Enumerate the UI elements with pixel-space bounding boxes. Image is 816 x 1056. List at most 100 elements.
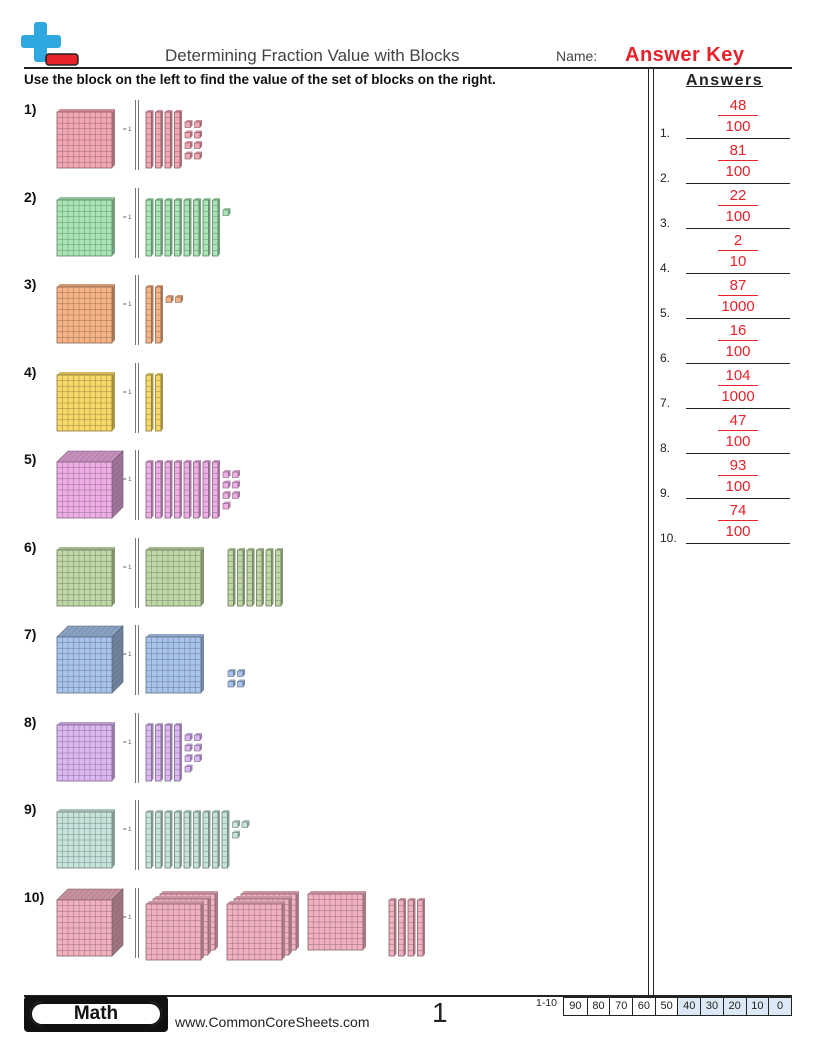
fraction-denominator: 10 [729, 253, 747, 270]
answer-number: 4. [660, 261, 671, 275]
question-divider [135, 187, 139, 258]
question-row: 8) = 1 [24, 712, 644, 800]
equals-one-label: = 1 [123, 564, 132, 571]
equals-one-label: = 1 [123, 302, 132, 308]
question-row: 10) = 1 [24, 887, 644, 975]
score-cell: 50 [654, 998, 678, 1015]
fraction-numerator: 104 [725, 367, 751, 384]
question-number: 8) [24, 713, 37, 730]
rod-block [164, 460, 173, 519]
unit-block [241, 820, 250, 828]
footer-divider [24, 995, 792, 997]
name-label: Name: [556, 48, 598, 64]
question-row: 6) = 1 [24, 537, 644, 625]
unit-block [237, 669, 245, 677]
unit-block [194, 120, 202, 128]
rod-block [174, 197, 182, 256]
blocks-figure [56, 371, 163, 431]
rod-block [183, 197, 192, 256]
unit-block [184, 743, 193, 751]
rod-block [174, 110, 182, 169]
answer-row: 6. 16 100 [658, 321, 792, 366]
reference-cube-block [56, 625, 124, 694]
rod-block [164, 197, 173, 256]
rod-block [174, 722, 182, 781]
question-row: 7) = 1 [24, 625, 644, 712]
question-number: 2) [24, 188, 37, 205]
fraction-bar [718, 205, 758, 207]
unit-block [184, 764, 193, 772]
fraction-numerator: 74 [729, 502, 747, 519]
unit-block [165, 295, 174, 303]
fraction-denominator: 100 [725, 118, 751, 135]
fraction-bar [718, 520, 758, 522]
question-divider [135, 537, 139, 608]
rod-block [202, 197, 211, 256]
rod-block [145, 810, 154, 869]
fraction-denominator: 100 [725, 478, 751, 495]
rod-block [145, 722, 154, 781]
question-number: 10) [24, 888, 45, 905]
score-cell: 80 [586, 998, 610, 1015]
answer-fraction: 22 100 [686, 186, 790, 229]
fraction-numerator: 2 [733, 232, 743, 249]
question-number: 9) [24, 801, 37, 817]
unit-block [227, 669, 236, 677]
logo-plus-minus-icon [21, 22, 79, 66]
fraction-numerator: 22 [729, 187, 747, 204]
rod-block [398, 897, 406, 956]
rod-block [265, 547, 274, 606]
unit-block [227, 679, 236, 688]
unit-block [184, 141, 193, 149]
rod-block [246, 547, 255, 606]
flat-block [226, 900, 285, 960]
unit-block [184, 130, 193, 139]
question-row: 2) = 1 [24, 187, 644, 275]
score-cell: 40 [677, 998, 701, 1015]
fraction-bar [718, 475, 758, 477]
reference-flat-block [56, 371, 115, 431]
answer-number: 8. [660, 441, 671, 455]
question-number: 7) [24, 626, 37, 642]
fraction-bar [718, 250, 758, 252]
equals-one-label: = 1 [123, 739, 132, 746]
answer-row: 3. 22 100 [658, 186, 792, 231]
rod-block [202, 810, 211, 869]
rod-block [155, 372, 163, 431]
answer-fraction: 87 1000 [686, 276, 790, 319]
fraction-numerator: 16 [729, 322, 747, 339]
score-range-label: 1-10 [536, 997, 558, 1009]
website-link[interactable]: www.CommonCoreSheets.com [175, 1014, 370, 1030]
math-badge: Math [26, 998, 166, 1030]
unit-block [184, 151, 193, 160]
equals-one-label: = 1 [123, 477, 132, 483]
unit-block [194, 141, 202, 149]
fraction-bar [718, 160, 758, 162]
rod-block [164, 722, 173, 781]
rod-block [145, 285, 154, 344]
rod-block [155, 460, 163, 519]
score-cell: 20 [722, 998, 746, 1015]
rod-block [145, 460, 154, 519]
rod-block [145, 110, 154, 169]
unit-block [194, 753, 202, 762]
rod-block [155, 722, 163, 781]
question-row: 9) = 1 [24, 800, 644, 887]
fraction-numerator: 48 [729, 97, 747, 114]
answer-fraction: 16 100 [686, 321, 790, 364]
score-table: 90 80 70 60 50 40 30 20 10 0 [563, 997, 792, 1016]
unit-block [194, 732, 202, 741]
score-cell: 60 [632, 998, 655, 1015]
fraction-denominator: 100 [725, 163, 751, 180]
unit-block [222, 491, 231, 499]
unit-block [222, 480, 231, 489]
unit-block [194, 743, 202, 751]
rod-block [407, 897, 416, 956]
reference-cube-block [56, 450, 124, 519]
unit-block [232, 820, 240, 828]
answer-fraction: 74 100 [686, 501, 790, 544]
rod-block [212, 197, 220, 256]
answer-row: 8. 47 100 [658, 411, 792, 456]
answer-fraction: 104 1000 [686, 366, 790, 409]
fraction-numerator: 81 [729, 142, 747, 159]
